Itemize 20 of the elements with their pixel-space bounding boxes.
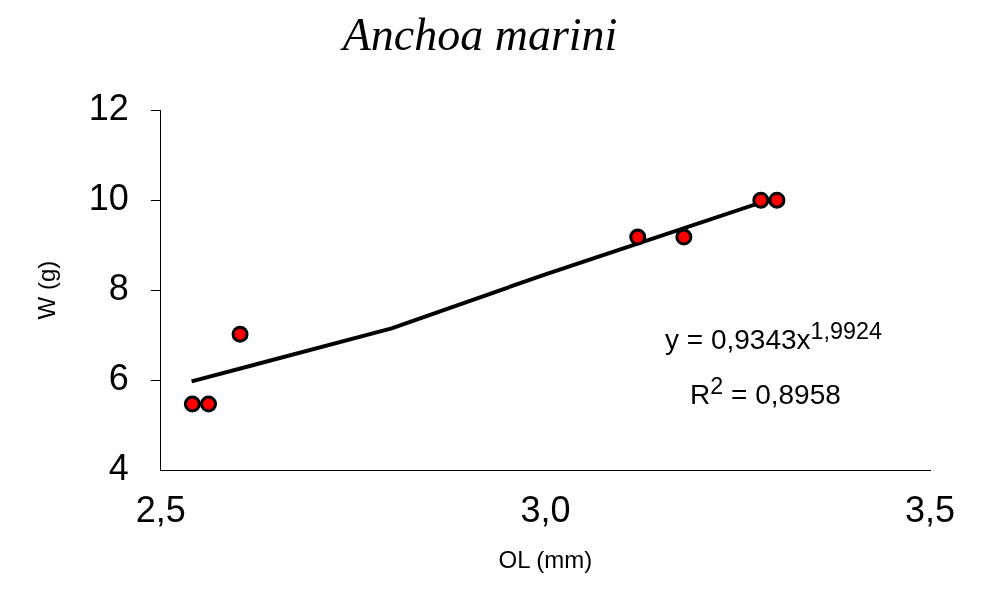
x-axis-title: OL (mm) [498, 546, 593, 574]
annotation: R$^{2}$ = 0,8958 [690, 373, 841, 412]
y-axis-title: W (g) [33, 260, 61, 320]
annotation: y = 0,9343x$^{1,9924}$ [665, 318, 882, 357]
point [675, 228, 693, 246]
point [183, 395, 201, 413]
y-tick-label: 10 [88, 177, 129, 219]
y-tick-label: 6 [108, 356, 129, 398]
chart-title: Anchoa marini [339, 8, 618, 60]
x-tick-label: 2,5 [135, 488, 186, 530]
x-tick-label: 3,0 [520, 488, 571, 530]
y-tick-label: 4 [108, 446, 129, 488]
point [629, 228, 647, 246]
y-tick-label: 12 [88, 87, 129, 129]
y-tick-label: 8 [108, 267, 129, 309]
point [752, 191, 770, 209]
point [231, 325, 249, 343]
x-tick-label: 3,5 [904, 488, 956, 530]
point [200, 395, 218, 413]
point [768, 191, 786, 209]
